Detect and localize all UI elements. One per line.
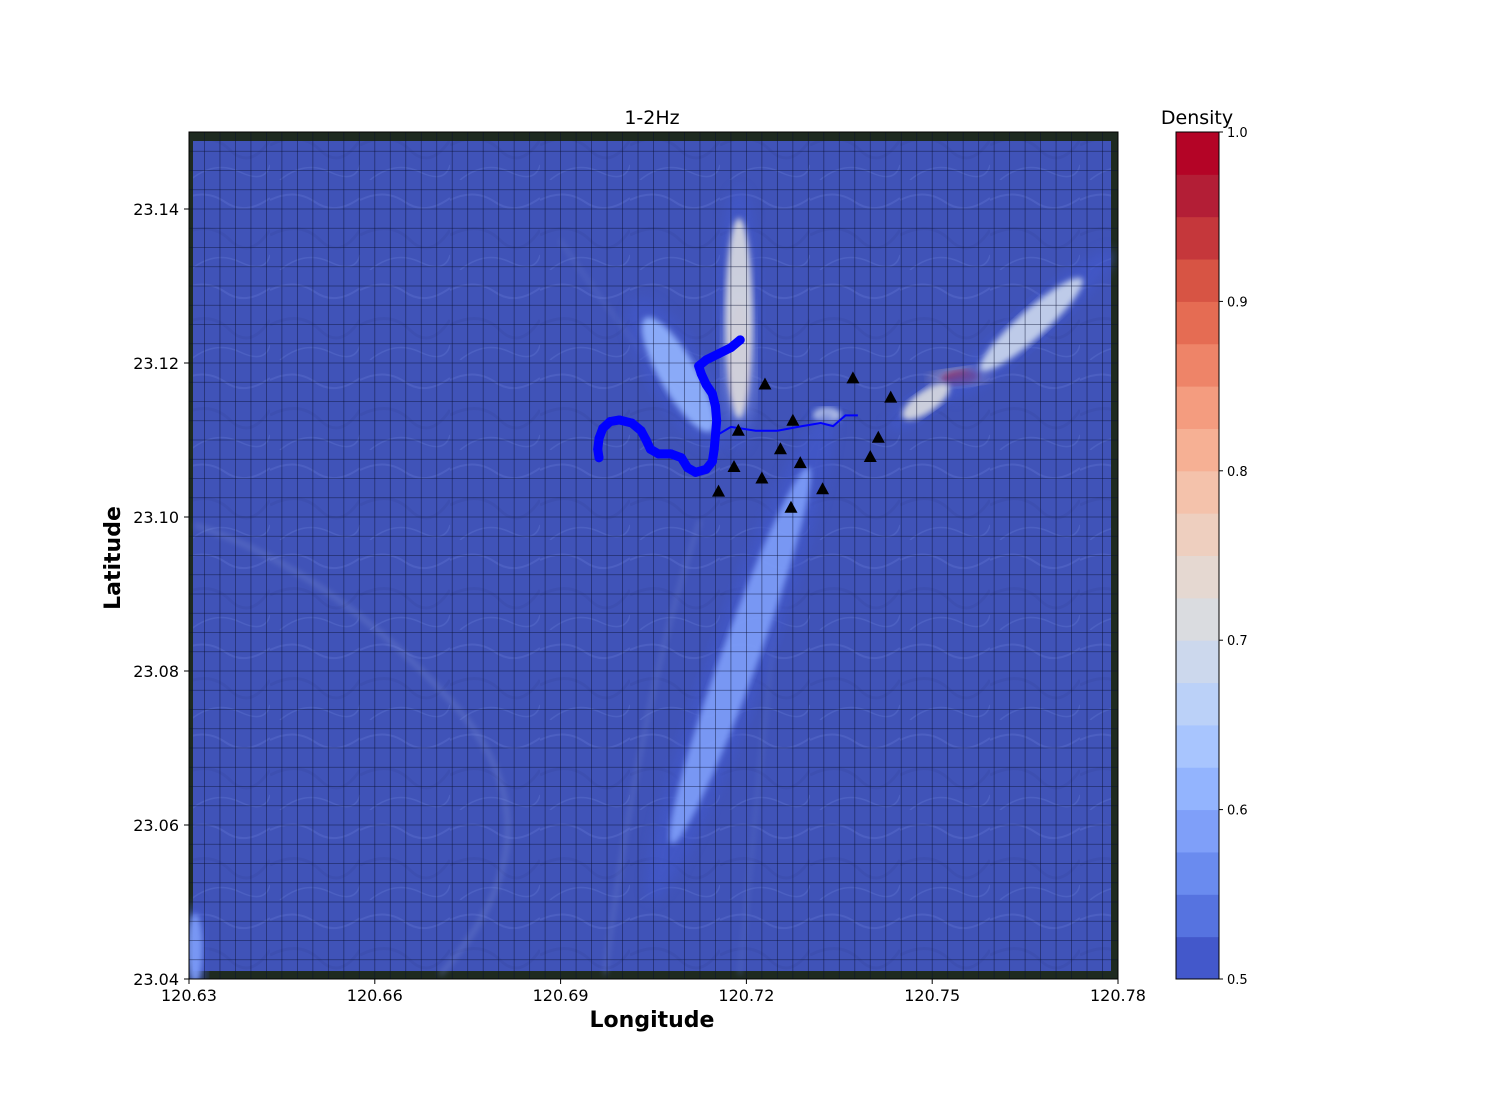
colorbar-segment bbox=[1176, 513, 1219, 556]
colorbar-segment bbox=[1176, 640, 1219, 684]
track-point bbox=[696, 369, 706, 379]
track-point bbox=[701, 355, 711, 365]
track-point bbox=[666, 449, 676, 459]
colorbar-segment bbox=[1176, 724, 1219, 768]
colorbar-segment bbox=[1176, 428, 1219, 472]
station-marker bbox=[727, 459, 741, 472]
track-point bbox=[691, 467, 701, 477]
colorbar-segment bbox=[1176, 301, 1219, 345]
track-point bbox=[735, 335, 745, 345]
x-tick-label: 120.78 bbox=[1090, 986, 1146, 1005]
track-point bbox=[594, 433, 604, 443]
colorbar-segment bbox=[1176, 851, 1219, 895]
y-tick-label: 23.12 bbox=[133, 354, 179, 373]
track-point bbox=[683, 463, 693, 473]
x-tick-label: 120.72 bbox=[718, 986, 774, 1005]
x-tick-label: 120.63 bbox=[161, 986, 217, 1005]
station-marker bbox=[846, 371, 860, 384]
y-tick-label: 23.04 bbox=[133, 970, 179, 989]
colorbar-segment bbox=[1176, 386, 1219, 429]
y-tick-label: 23.06 bbox=[133, 816, 179, 835]
colorbar-segment bbox=[1176, 894, 1219, 938]
y-axis: 23.04 23.06 23.08 23.10 23.12 23.14 bbox=[133, 200, 189, 989]
colorbar-border bbox=[1175, 131, 1220, 980]
track-point bbox=[636, 426, 646, 436]
station-marker bbox=[712, 484, 726, 497]
track-point bbox=[709, 444, 719, 454]
x-tick-label: 120.69 bbox=[533, 986, 589, 1005]
track-point bbox=[707, 389, 717, 399]
colorbar-tick-label: 0.8 bbox=[1227, 465, 1248, 480]
colorbar-segment bbox=[1176, 767, 1219, 811]
track-point bbox=[710, 401, 720, 411]
x-tick-label: 120.66 bbox=[347, 986, 403, 1005]
station-marker bbox=[773, 442, 787, 455]
y-tick-label: 23.14 bbox=[133, 200, 179, 219]
track-point bbox=[694, 361, 704, 371]
density-feature bbox=[725, 218, 753, 419]
track-point bbox=[701, 464, 711, 474]
station-marker bbox=[863, 449, 877, 462]
station-marker bbox=[816, 482, 830, 495]
y-tick-label: 23.10 bbox=[133, 508, 179, 527]
track-point bbox=[627, 418, 637, 428]
plot-border bbox=[188, 131, 1119, 980]
x-axis: 120.63 120.66 120.69 120.72 120.75 120.78 bbox=[161, 979, 1146, 1005]
plot-area bbox=[189, 132, 1118, 979]
colorbar-label: Density bbox=[1161, 107, 1233, 129]
colorbar-segment bbox=[1176, 343, 1219, 387]
track-point bbox=[676, 453, 686, 463]
track-point bbox=[594, 453, 604, 463]
density-feature bbox=[641, 317, 715, 432]
station-marker bbox=[784, 500, 798, 513]
station-marker bbox=[755, 471, 769, 484]
colorbar-segment bbox=[1176, 555, 1219, 599]
density-feature bbox=[189, 913, 203, 979]
colorbar-segment bbox=[1176, 936, 1219, 980]
colorbar-segment bbox=[1176, 174, 1219, 218]
y-tick-label: 23.08 bbox=[133, 662, 179, 681]
colorbar-segment bbox=[1176, 597, 1219, 641]
track-point bbox=[593, 444, 603, 454]
density-background bbox=[193, 141, 1111, 971]
station-marker bbox=[758, 377, 772, 390]
colorbar-tick-label: 0.6 bbox=[1227, 804, 1248, 819]
x-tick-label: 120.75 bbox=[904, 986, 960, 1005]
colorbar-segment bbox=[1176, 809, 1219, 853]
track-point bbox=[726, 343, 736, 353]
track-point bbox=[614, 415, 624, 425]
station-marker bbox=[786, 413, 800, 426]
track-point bbox=[598, 423, 608, 433]
colorbar-segment bbox=[1176, 259, 1219, 302]
track-point bbox=[641, 435, 651, 445]
station-marker bbox=[884, 390, 898, 403]
chart-title: 1-2Hz bbox=[624, 107, 679, 129]
colorbar: 0.5 0.6 0.7 0.8 0.9 1.0 bbox=[1175, 126, 1248, 988]
track-point bbox=[712, 416, 722, 426]
colorbar-tick-label: 0.9 bbox=[1227, 295, 1248, 310]
track-point bbox=[701, 380, 711, 390]
track-point bbox=[653, 449, 663, 459]
track-point bbox=[645, 444, 655, 454]
station-marker bbox=[871, 430, 885, 443]
track-point bbox=[605, 417, 615, 427]
colorbar-segment bbox=[1176, 216, 1219, 260]
colorbar-tick-label: 0.5 bbox=[1227, 973, 1248, 988]
grid-lines bbox=[189, 132, 1118, 979]
track-point bbox=[714, 349, 724, 359]
colorbar-segment bbox=[1176, 470, 1219, 514]
track-point bbox=[707, 457, 717, 467]
x-axis-label: Longitude bbox=[590, 1008, 715, 1033]
colorbar-tick-label: 1.0 bbox=[1227, 126, 1248, 141]
density-feature bbox=[669, 467, 811, 844]
colorbar-segment bbox=[1176, 682, 1219, 726]
track-point bbox=[710, 430, 720, 440]
station-marker bbox=[793, 456, 807, 469]
colorbar-segment bbox=[1176, 132, 1219, 175]
y-axis-label: Latitude bbox=[101, 506, 126, 610]
station-marker bbox=[731, 423, 745, 436]
colorbar-tick-label: 0.7 bbox=[1227, 634, 1248, 649]
